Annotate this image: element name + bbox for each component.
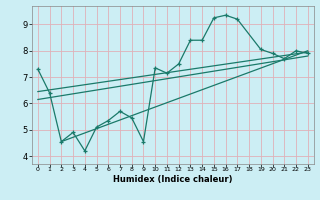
X-axis label: Humidex (Indice chaleur): Humidex (Indice chaleur)	[113, 175, 233, 184]
